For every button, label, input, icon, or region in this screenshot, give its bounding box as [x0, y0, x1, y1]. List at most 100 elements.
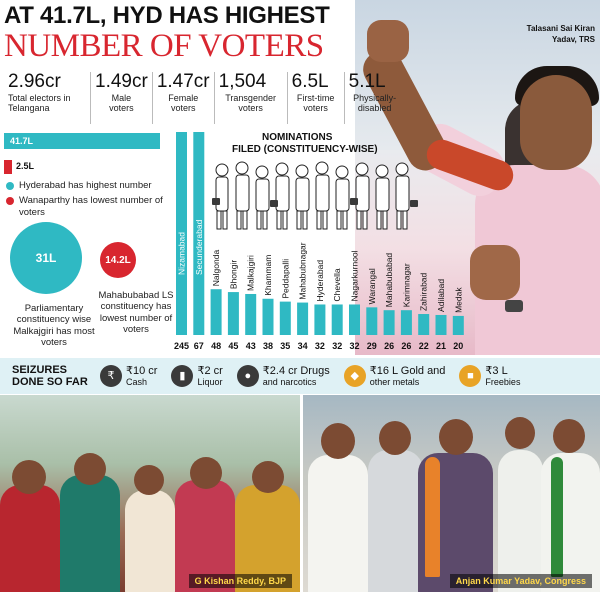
stat-female-voters: 1.47cr Female voters: [153, 71, 215, 124]
stat-value: 5.1L: [348, 71, 386, 92]
nominations-bar-chart: 245 Nizamabad 67 Secunderabad 48 Nalgonda 45 Bh…: [174, 132, 464, 351]
seizure-drugs: ● ₹2.4 cr Drugs and narcotics: [236, 364, 330, 388]
category-label: Adilabad: [436, 279, 446, 312]
seizure-cash: ₹ ₹10 cr Cash: [100, 365, 157, 388]
seizure-label: and narcotics: [262, 377, 317, 388]
category-label: Karimnagar: [401, 263, 411, 307]
bar-secunderabad: [193, 132, 205, 335]
stat-label: Physically-disabled: [353, 92, 397, 114]
seizures-title-line-1: SEIZURES: [12, 363, 68, 376]
legend-hyderabad-text: Hyderabad has highest number: [19, 180, 152, 191]
stat-label: Total electors in Telangana: [8, 92, 71, 114]
value-label: 35: [280, 341, 290, 351]
circle-malkajgiri-text: Parliamentary constituency wise Malkajgi…: [13, 303, 95, 349]
value-label: 22: [419, 341, 429, 351]
photo-right-caption: Anjan Kumar Yadav, Congress: [449, 574, 592, 588]
value-label: 20: [453, 341, 463, 351]
value-label: 21: [436, 341, 446, 351]
scale-bar-highest: 41.7L: [4, 133, 160, 149]
value-label: 34: [298, 341, 308, 351]
seizure-amount: ₹3 L: [485, 364, 508, 377]
photo-bjp-rally: G Kishan Reddy, BJP: [0, 395, 300, 592]
bar-khammam: [262, 298, 274, 335]
cash-icon: ₹: [100, 364, 122, 387]
value-label: 38: [263, 341, 273, 351]
seizure-amount: ₹10 cr: [126, 364, 158, 377]
stat-label: Female voters: [168, 92, 199, 114]
hero-caption-name: Talasani Sai Kiran: [526, 24, 595, 33]
legend-hyderabad: Hyderabad has highest number: [6, 180, 152, 192]
bar-nalgonda: [210, 289, 222, 335]
hero-photo: [355, 0, 600, 355]
bar-nizamabad: [176, 132, 187, 335]
stat-physically-disabled: 5.1L Physically-disabled: [345, 71, 405, 124]
bar-bhongir: [227, 292, 239, 335]
hero-caption-party: Yadav, TRS: [552, 34, 595, 44]
seizure-label: Freebies: [485, 377, 521, 388]
headline-line-2: NUMBER OF VOTERS: [4, 28, 324, 64]
gold-icon: ◆: [343, 364, 366, 387]
bar-chevella: [331, 304, 343, 335]
category-label: Nizamabad: [177, 232, 187, 275]
headline-line-1: AT 41.7L, HYD HAS HIGHEST: [4, 2, 330, 29]
category-label: Malkajgiri: [246, 255, 256, 291]
category-label: Mahabubnagar: [298, 242, 308, 299]
circle-mahabubabad: 14.2L: [100, 242, 136, 278]
value-label: 32: [315, 341, 325, 351]
stat-transgender-voters: 1,504 Transgender voters: [215, 71, 288, 124]
seizure-gold: ◆ ₹16 L Gold and other metals: [343, 364, 446, 388]
nominations-title-line-1: NOMINATIONS: [262, 132, 333, 143]
seizure-liquor: ▮ ₹2 cr Liquor: [171, 364, 223, 388]
value-label: 32: [349, 341, 359, 351]
teal-dot-icon: [6, 182, 14, 190]
value-label: 26: [401, 341, 411, 351]
legend-wanaparthy-text: Wanaparthy has lowest number of voters: [19, 195, 163, 218]
stat-male-voters: 1.49cr Male voters: [91, 71, 153, 124]
value-label: 29: [367, 341, 377, 351]
bar-zahirabad: [418, 314, 430, 335]
stat-value: 1.49cr: [95, 71, 148, 92]
stat-value: 1,504: [218, 71, 267, 92]
category-label: Nalgonda: [211, 250, 221, 287]
value-label: 43: [246, 341, 256, 351]
bar-karimnagar: [400, 310, 412, 335]
stat-value: 2.96cr: [8, 71, 61, 92]
scale-bar-lowest-label: 2.5L: [16, 161, 35, 171]
liquor-icon: ▮: [171, 364, 194, 387]
category-label: Mahabubabad: [384, 253, 394, 308]
seizure-label: other metals: [369, 377, 420, 388]
cartoon-crowd-illustration: [212, 161, 418, 230]
bar-warangal: [366, 307, 378, 335]
seizure-amount: ₹2 cr: [197, 364, 223, 377]
stat-first-time-voters: 6.5L First-time voters: [288, 71, 345, 124]
value-label: 48: [211, 341, 221, 351]
photo-left-caption: G Kishan Reddy, BJP: [188, 574, 292, 588]
stats-row: 2.96cr Total electors in Telangana 1.49c…: [4, 71, 396, 124]
bar-malkajgiri: [245, 293, 257, 335]
drugs-icon: ●: [236, 364, 259, 387]
seizure-freebies: ■ ₹3 L Freebies: [459, 365, 520, 388]
category-label: Peddapalli: [280, 259, 290, 299]
photo-congress-rally: Anjan Kumar Yadav, Congress: [303, 395, 600, 592]
bar-adilabad: [435, 314, 447, 335]
nominations-title: NOMINATIONS FILED (CONSTITUENCY-WISE): [232, 132, 432, 155]
hero-caption: Talasani Sai Kiran Yadav, TRS: [475, 24, 595, 46]
stat-total-electors: 2.96cr Total electors in Telangana: [4, 71, 91, 124]
seizure-amount: ₹2.4 cr Drugs: [262, 364, 330, 377]
stat-label: First-time voters: [296, 92, 335, 114]
circle-mahabubabad-text: Mahabubabad LS constituency has lowest n…: [98, 290, 174, 336]
value-label: 26: [384, 341, 394, 351]
stat-value: 1.47cr: [156, 71, 210, 92]
category-label: Nagarkurnool: [350, 250, 360, 301]
seizure-label: Cash: [126, 377, 148, 388]
value-label: 245: [174, 341, 189, 351]
category-label: Zahirabad: [419, 272, 429, 311]
legend-wanaparthy: Wanaparthy has lowest number of voters: [6, 195, 166, 219]
category-label: Hyderabad: [315, 260, 325, 302]
category-label: Chevella: [332, 268, 342, 301]
seizure-amount: ₹16 L Gold and: [369, 364, 446, 377]
category-label: Bhongir: [228, 260, 238, 289]
bar-hyderabad: [314, 304, 326, 335]
stat-value: 6.5L: [291, 71, 329, 92]
seizure-label: Liquor: [197, 377, 223, 388]
